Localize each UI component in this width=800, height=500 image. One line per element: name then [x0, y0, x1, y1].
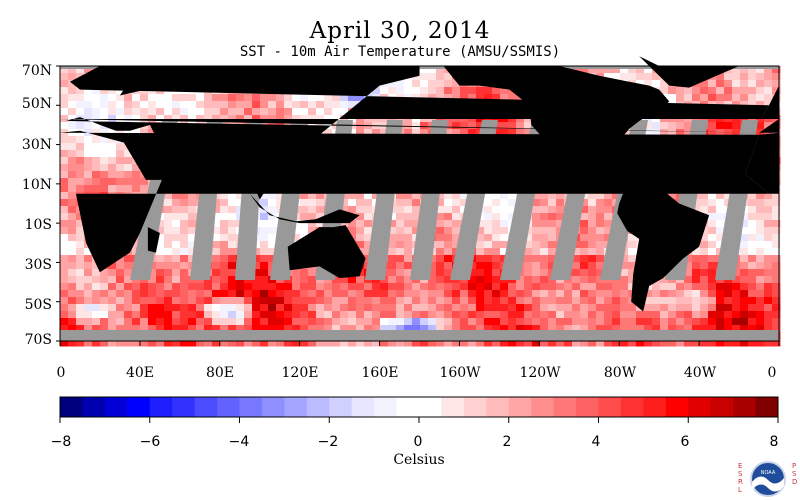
land-mask	[60, 56, 779, 312]
colorbar-tick-label: 0	[413, 434, 423, 450]
colorbar-tick-label: 2	[502, 434, 512, 450]
colorbar-swatch	[104, 397, 128, 417]
lon-label: 40E	[125, 365, 155, 381]
colorbar-swatch	[553, 397, 577, 417]
colorbar-swatch	[306, 397, 330, 417]
colorbar-swatch	[172, 397, 196, 417]
map-title: April 30, 2014	[309, 18, 491, 44]
colorbar-swatch	[755, 397, 779, 417]
colorbar-swatch	[665, 397, 689, 417]
colorbar-swatch	[598, 397, 622, 417]
colorbar-tick-label: 4	[591, 434, 601, 450]
colorbar-swatch	[127, 397, 151, 417]
lon-label: 0	[56, 365, 66, 381]
colorbar-swatch	[329, 397, 353, 417]
colorbar-swatch	[239, 397, 263, 417]
colorbar-swatch	[419, 397, 442, 417]
lat-label: 70N	[21, 63, 52, 79]
colorbar-swatch	[261, 397, 285, 417]
colorbar-tick-label: 8	[769, 434, 779, 450]
colorbar-swatch	[351, 397, 375, 417]
colorbar	[59, 396, 779, 423]
colorbar-swatch	[374, 397, 397, 417]
lon-label: 120E	[281, 365, 319, 381]
colorbar-swatch	[576, 397, 599, 417]
latitude-ticks	[56, 65, 60, 342]
svg-text:NOAA: NOAA	[761, 470, 776, 476]
colorbar-tick-label: −2	[317, 434, 339, 450]
colorbar-swatch	[643, 397, 667, 417]
colorbar-swatch	[60, 397, 83, 417]
colorbar-swatch	[194, 397, 218, 417]
lat-label: 50S	[24, 297, 52, 313]
lat-label: 30N	[21, 137, 52, 153]
colorbar-tick-label: −4	[228, 434, 250, 450]
colorbar-swatch	[486, 397, 510, 417]
lon-label: 40W	[683, 365, 717, 381]
lat-label: 30S	[24, 257, 52, 273]
colorbar-swatch	[620, 397, 644, 417]
longitude-ticks	[59, 341, 780, 346]
colorbar-swatch	[396, 397, 420, 417]
colorbar-tick-label: −6	[139, 434, 161, 450]
colorbar-swatch	[688, 397, 712, 417]
colorbar-swatch	[508, 397, 532, 417]
map-frame	[59, 65, 780, 342]
colorbar-swatch	[284, 397, 308, 417]
colorbar-swatch	[710, 397, 734, 417]
colorbar-swatch	[733, 397, 756, 417]
lon-label: 80W	[603, 365, 637, 381]
lon-label: 160E	[361, 365, 399, 381]
lon-label: 120W	[519, 365, 561, 381]
colorbar-tick-label: −8	[50, 434, 72, 450]
lat-label: 10N	[21, 177, 52, 193]
colorbar-swatch	[82, 397, 106, 417]
colorbar-swatch	[463, 397, 487, 417]
lon-label: 160W	[439, 365, 481, 381]
lon-label: 80E	[205, 365, 235, 381]
colorbar-unit-label: Celsius	[393, 452, 445, 468]
lat-label: 70S	[24, 332, 52, 348]
colorbar-swatch	[217, 397, 240, 417]
colorbar-swatch	[531, 397, 555, 417]
colorbar-swatch	[441, 397, 465, 417]
lat-label: 10S	[24, 217, 52, 233]
lon-label: 0	[767, 365, 777, 381]
lat-label: 50N	[21, 96, 52, 112]
colorbar-swatch	[149, 397, 173, 417]
map-subtitle: SST - 10m Air Temperature (AMSU/SSMIS)	[239, 44, 561, 60]
noaa-wave-icon	[752, 476, 784, 492]
colorbar-tick-label: 6	[680, 434, 690, 450]
